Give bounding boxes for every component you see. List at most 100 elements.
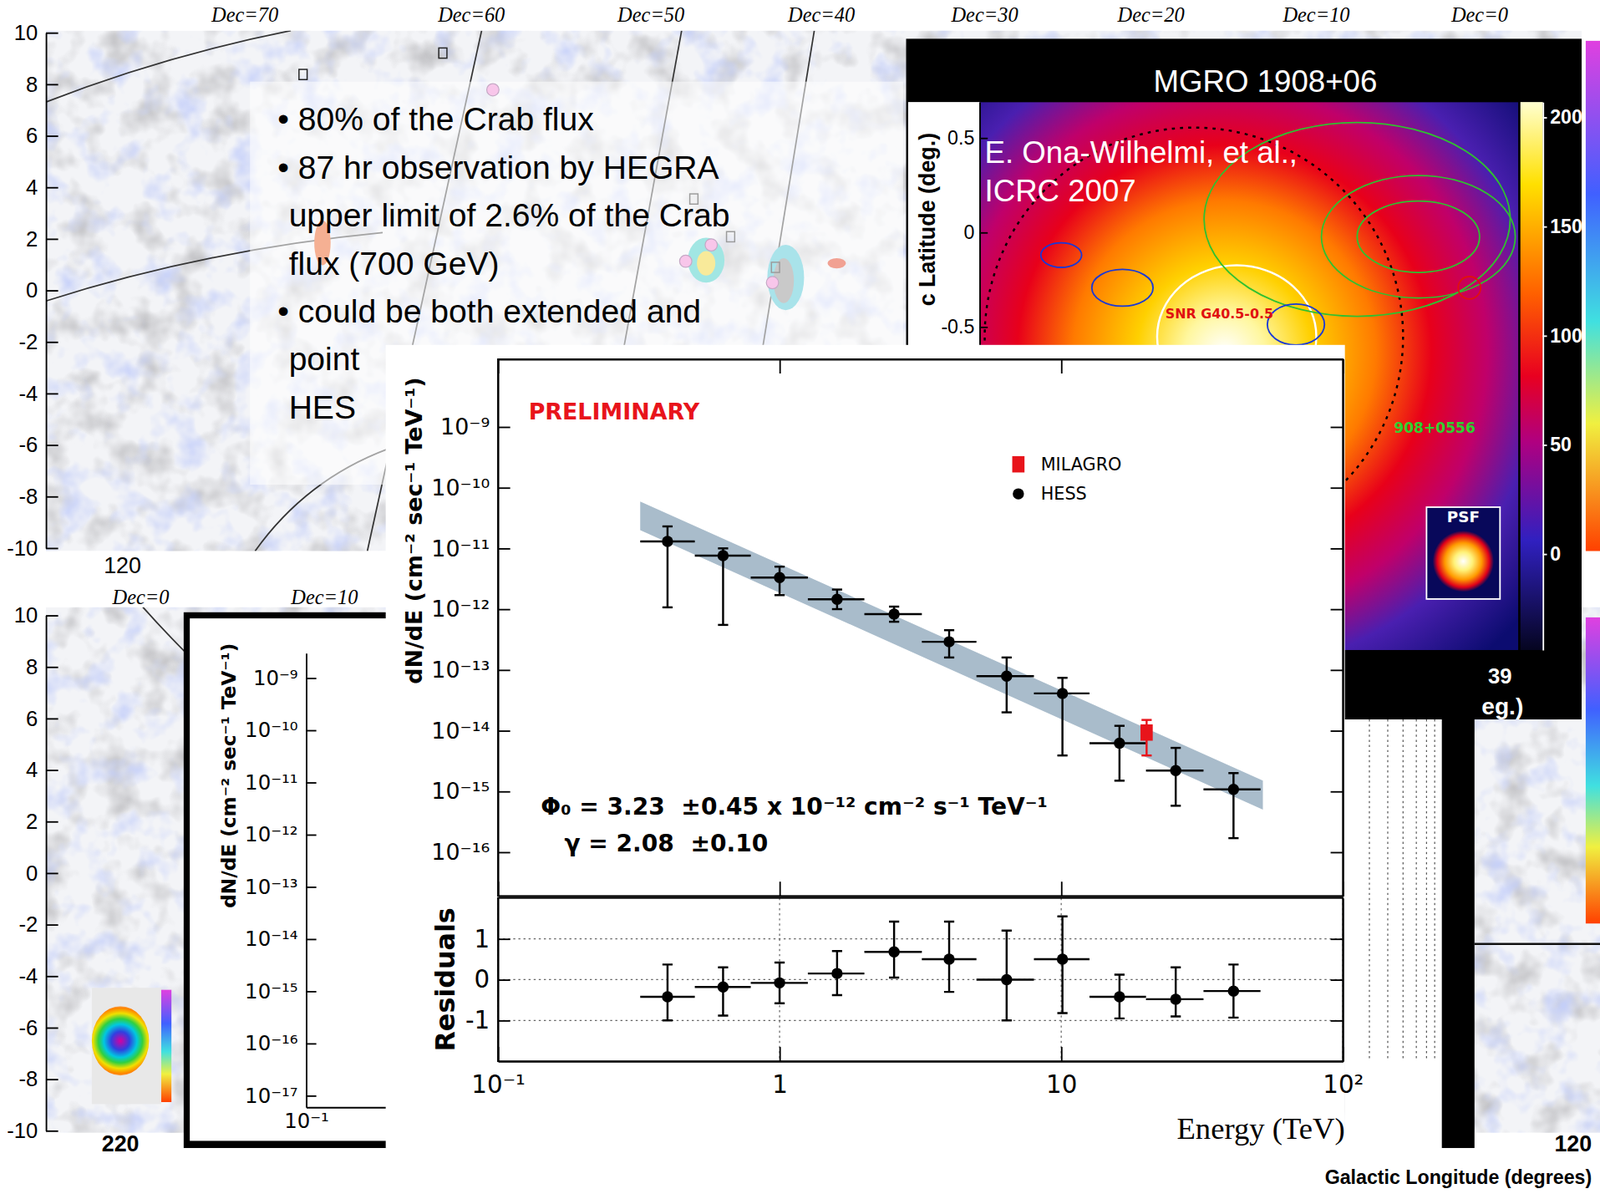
tick — [1330, 609, 1344, 610]
tick-label: 4 — [25, 757, 38, 782]
axis-line — [498, 359, 1344, 361]
tick-label: 10⁻¹² — [244, 822, 299, 847]
dec-label: Dec=20 — [1117, 3, 1185, 26]
error-cap — [774, 594, 785, 596]
error-cap — [717, 1014, 728, 1016]
error-cap — [1141, 718, 1152, 721]
error-cap — [1141, 754, 1152, 757]
error-cap — [717, 624, 728, 626]
error-cap — [832, 949, 843, 952]
tick-label: 6 — [25, 706, 38, 731]
tick-label: 4 — [25, 175, 38, 199]
tick-mark — [497, 730, 511, 732]
y-axis: -101 — [465, 898, 511, 1062]
tick: 0 — [1543, 543, 1561, 565]
error-cap — [1114, 779, 1125, 782]
y-error-bar — [1118, 726, 1121, 782]
tick-mark — [497, 938, 511, 940]
tick: -10 — [6, 536, 58, 560]
inset-ground — [189, 618, 388, 1141]
tick-mark — [45, 548, 59, 550]
point — [888, 946, 900, 958]
tick-label: 0 — [474, 965, 491, 994]
tick-mark — [1342, 359, 1345, 374]
tick-label: -4 — [18, 381, 38, 406]
tick-label: 1 — [474, 924, 491, 954]
bullet-text: upper limit of 2.6% of the Crab — [289, 197, 731, 234]
error-cap — [832, 608, 843, 610]
point — [1056, 687, 1068, 699]
plot-data — [640, 501, 1263, 839]
psf-disc — [1432, 530, 1494, 592]
contour — [1092, 269, 1154, 306]
slide-content: 1086420-2-4-6-8-10• 80% of the Crab flux… — [6, 3, 1600, 1189]
tick-label: 10⁻¹ — [471, 1070, 525, 1099]
axis-line — [498, 1061, 1344, 1063]
tick — [1061, 359, 1062, 374]
error-cap — [1114, 724, 1125, 727]
legend-label: MILAGRO — [1041, 454, 1123, 475]
tick-label: 10⁻¹³ — [244, 874, 299, 900]
tick-label: 150 — [1549, 215, 1583, 238]
y-error-bar — [1005, 657, 1008, 713]
tick-mark — [497, 852, 511, 854]
tick-mark — [1330, 979, 1344, 981]
tick — [1330, 791, 1344, 793]
point — [888, 608, 900, 620]
tick — [1330, 548, 1344, 549]
tick-mark — [305, 1042, 316, 1045]
error-cap — [1001, 1019, 1012, 1021]
error-cap — [888, 920, 900, 923]
tick-label: 6 — [25, 123, 38, 148]
tick: -2 — [18, 912, 58, 936]
error-cap — [774, 961, 785, 964]
tick: 10⁻¹⁴ — [431, 717, 510, 744]
source-box — [299, 69, 308, 80]
tick-label: 10⁻¹⁶ — [431, 838, 490, 865]
tick-label: 10² — [1322, 1070, 1364, 1099]
dec-label: Dec=40 — [787, 3, 855, 26]
tick-mark — [45, 32, 59, 35]
grid-line — [497, 979, 1343, 981]
tick-mark — [1543, 116, 1548, 119]
error-cap — [662, 606, 673, 609]
tick: 4 — [25, 757, 59, 782]
tick-mark — [1330, 938, 1344, 940]
error-cap — [944, 656, 955, 659]
error-cap — [944, 629, 955, 631]
tick-mark — [1543, 444, 1548, 447]
tick-mark — [1543, 335, 1548, 337]
plot-data — [640, 916, 1260, 1021]
grid-line — [497, 1020, 1343, 1021]
tick: 0 — [25, 861, 59, 885]
tick-mark — [1061, 881, 1063, 896]
panel-x-title: eg.) — [1481, 693, 1524, 720]
tick-mark — [1061, 1046, 1063, 1062]
tick — [1330, 939, 1344, 940]
residuals-chart: -10110⁻¹11010²ResidualsEnergy (TeV) — [430, 898, 1365, 1146]
tick — [779, 881, 781, 896]
error-cap — [1170, 746, 1181, 749]
tick-label: 10⁻⁹ — [440, 413, 490, 440]
tick-mark — [45, 289, 59, 292]
tick-mark — [497, 426, 511, 429]
citation: E. Ona-Wilhelmi, et al., — [985, 135, 1298, 170]
tick: 10⁻¹⁰ — [431, 474, 510, 501]
tick-mark — [779, 359, 782, 374]
y-axis-mirror — [1330, 360, 1344, 897]
tick: 50 — [1543, 433, 1572, 456]
error-cap — [774, 565, 785, 568]
dec-label: Dec=0 — [111, 585, 170, 609]
point — [1169, 765, 1181, 777]
tick-mark — [1543, 553, 1548, 556]
tick-mark — [45, 1027, 59, 1030]
tick: -6 — [18, 432, 58, 457]
tick: 10² — [1322, 1046, 1364, 1099]
tick: 0.5 — [947, 126, 988, 149]
tick-label: 0 — [963, 221, 975, 244]
legend-marker — [1012, 487, 1024, 499]
tick: 10⁻¹¹ — [431, 535, 510, 562]
tick: 10⁻¹⁷ — [244, 1083, 316, 1108]
tick-mark — [45, 666, 59, 669]
tick-mark — [45, 341, 59, 344]
